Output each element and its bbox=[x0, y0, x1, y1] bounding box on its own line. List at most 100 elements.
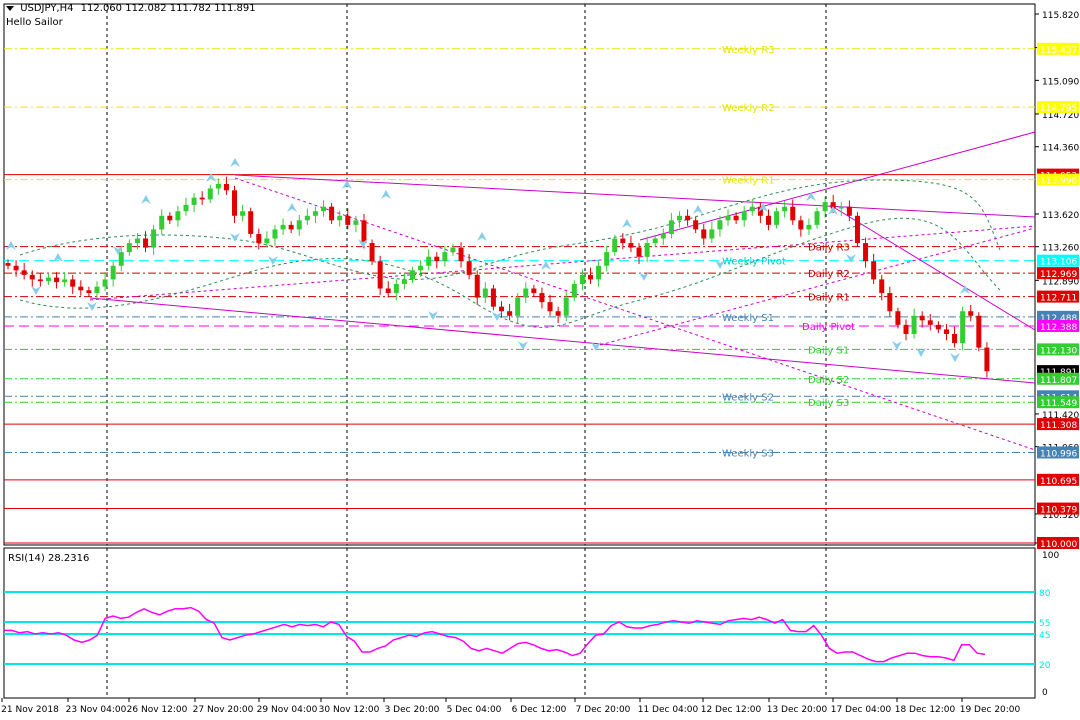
candle-body bbox=[668, 220, 674, 234]
candle-body bbox=[45, 277, 51, 282]
price-axis-label: 114.720 bbox=[1042, 111, 1079, 121]
candle-body bbox=[523, 288, 529, 298]
candle-body bbox=[846, 206, 852, 216]
candle-body bbox=[426, 256, 432, 266]
candle-body bbox=[183, 204, 189, 212]
candle-body bbox=[531, 288, 537, 294]
candle-body bbox=[790, 206, 796, 221]
pivot-level-label: Weekly S1 bbox=[722, 313, 774, 324]
trend-line bbox=[829, 204, 1036, 331]
candle-body bbox=[903, 324, 909, 334]
price-tag-label: 110.695 bbox=[1040, 477, 1077, 487]
rsi-level-tag: 20 bbox=[1039, 661, 1051, 671]
candle-body bbox=[70, 279, 76, 287]
candle-body bbox=[830, 202, 836, 209]
fractal-down-arrow-icon bbox=[268, 256, 278, 265]
price-tag-box bbox=[1037, 173, 1079, 186]
price-tag-box bbox=[1037, 343, 1079, 356]
fractal-down-arrow-icon bbox=[87, 302, 97, 311]
candle-body bbox=[814, 211, 820, 225]
candle-body bbox=[644, 243, 650, 257]
candle-body bbox=[312, 211, 318, 216]
rsi-axis-label: 0 bbox=[1042, 688, 1048, 698]
candle-body bbox=[337, 215, 343, 221]
price-tag-label: 112.488 bbox=[1040, 314, 1077, 324]
price-tag-box bbox=[1037, 502, 1079, 515]
candle-body bbox=[143, 238, 149, 248]
candle-body bbox=[895, 311, 901, 325]
candle-body bbox=[854, 215, 860, 244]
candle-body bbox=[240, 211, 246, 216]
pivot-level-label: Weekly R1 bbox=[722, 176, 775, 187]
candle-body bbox=[620, 238, 626, 244]
symbol-timeframe: USDJPY,H4 bbox=[20, 3, 74, 14]
price-tag-box bbox=[1037, 42, 1079, 55]
price-axis-label: 115.090 bbox=[1042, 77, 1079, 87]
candle-body bbox=[110, 265, 116, 280]
candle-body bbox=[442, 252, 448, 262]
candle-body bbox=[604, 252, 610, 266]
candle-body bbox=[361, 220, 367, 244]
fractal-up-arrow-icon bbox=[541, 261, 551, 270]
candle-body bbox=[280, 224, 286, 230]
price-tag-label: 115.437 bbox=[1040, 46, 1077, 56]
candle-body bbox=[798, 220, 804, 230]
candle-body bbox=[927, 320, 933, 325]
candle-body bbox=[765, 215, 771, 225]
price-axis-label: 110.320 bbox=[1042, 511, 1079, 521]
fractal-down-arrow-icon bbox=[428, 311, 438, 320]
candle-body bbox=[984, 347, 990, 372]
price-tag-label: 111.549 bbox=[1040, 399, 1077, 409]
candle-body bbox=[952, 333, 958, 344]
candle-body bbox=[612, 238, 618, 253]
candle-body bbox=[919, 315, 925, 321]
main-price-pane[interactable]: Weekly R3 Weekly R2 Weekly R1 Daily R3 Weekl… bbox=[3, 3, 1036, 546]
candle-body bbox=[555, 311, 561, 316]
candle-body bbox=[676, 215, 682, 221]
candle-body bbox=[232, 190, 238, 216]
price-tag-label: 111.308 bbox=[1040, 421, 1077, 431]
time-axis-label: 7 Dec 20:00 bbox=[576, 705, 631, 715]
trend-line-dotted bbox=[234, 177, 1036, 451]
candle-body bbox=[102, 279, 108, 287]
trend-line bbox=[639, 131, 1036, 241]
candle-body bbox=[571, 283, 577, 298]
price-tag-label: 112.388 bbox=[1040, 323, 1077, 333]
candle-body bbox=[288, 224, 294, 230]
candle-body bbox=[563, 297, 569, 316]
fractal-down-arrow-icon bbox=[492, 312, 502, 321]
rsi-level-tag: 45 bbox=[1039, 631, 1050, 641]
candle-body bbox=[806, 224, 812, 230]
fractal-down-arrow-icon bbox=[591, 342, 601, 351]
fractal-up-arrow-icon bbox=[53, 253, 63, 262]
time-axis-label: 23 Nov 04:00 bbox=[66, 705, 127, 715]
candle-body bbox=[466, 261, 472, 275]
price-tag-label: 111.807 bbox=[1040, 376, 1077, 386]
fractal-up-arrow-icon bbox=[477, 232, 487, 241]
ohlc-values: 112.060 112.082 111.782 111.891 bbox=[80, 3, 256, 14]
envelope-curve bbox=[19, 179, 1001, 280]
candle-body bbox=[515, 297, 521, 316]
candle-body bbox=[434, 256, 440, 262]
pivot-level-label: Daily S3 bbox=[808, 398, 849, 409]
pivot-level-label: Weekly R2 bbox=[722, 103, 775, 114]
price-tag-box bbox=[1037, 446, 1079, 459]
candle-body bbox=[709, 229, 715, 239]
candle-body bbox=[167, 215, 173, 221]
rsi-pane[interactable]: 80 55 45 20 RSI(14) 28.2316 100 0 bbox=[3, 547, 1059, 699]
candle-body bbox=[822, 202, 828, 212]
price-tag-box bbox=[1037, 372, 1079, 385]
candle-body bbox=[126, 243, 132, 253]
time-axis-label: 11 Dec 04:00 bbox=[638, 705, 699, 715]
candle-body bbox=[118, 252, 124, 266]
candle-body bbox=[401, 279, 407, 284]
fractal-up-arrow-icon bbox=[206, 173, 216, 182]
chart-header: USDJPY,H4 112.060 112.082 111.782 111.89… bbox=[6, 3, 256, 14]
triangle-down-icon[interactable] bbox=[6, 5, 14, 11]
candle-body bbox=[369, 243, 375, 262]
price-tag-label: 110.996 bbox=[1040, 449, 1077, 459]
price-tag-label: 113.106 bbox=[1040, 258, 1077, 268]
candle-body bbox=[741, 211, 747, 221]
time-axis-label: 27 Nov 20:00 bbox=[193, 705, 254, 715]
